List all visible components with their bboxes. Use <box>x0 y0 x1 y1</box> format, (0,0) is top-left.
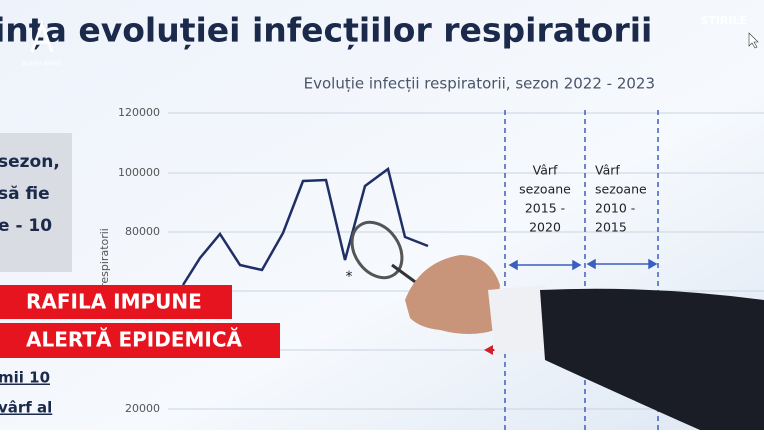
y-tick-label: 80000 <box>125 225 160 238</box>
annotation-line: Vârf <box>533 163 558 178</box>
panel-line: e - 10 <box>0 216 52 236</box>
slide-heading: ința evoluției infecțiilor respiratorii <box>0 11 652 50</box>
panel-line: să fie <box>0 184 50 204</box>
cuff <box>488 285 548 355</box>
annotation-line: Vârf <box>595 163 620 178</box>
annotation-line: 2020 <box>529 220 561 235</box>
panel-line: sezon, <box>0 152 60 172</box>
left-lower-text: mii 10 vârf al <box>0 369 52 417</box>
sleeve <box>540 288 764 430</box>
y-tick-label: 120000 <box>118 106 160 119</box>
logo-mark <box>30 19 54 53</box>
chart-title: Evoluție infecții respiratorii, sezon 20… <box>304 75 655 93</box>
logo-text: ALEPH NEWS <box>22 61 61 68</box>
banner-box <box>0 285 232 319</box>
hand <box>405 255 500 334</box>
banner-box <box>0 323 280 358</box>
annotation-line: 2015 - <box>525 201 565 216</box>
left-panel-text: sezon, să fie e - 10 <box>0 152 60 236</box>
banner-line: ALERTĂ EPIDEMICĂ <box>26 328 243 352</box>
banner-line: RAFILA IMPUNE <box>26 290 202 314</box>
section-label: STIRILE <box>700 14 747 27</box>
y-tick-label: 100000 <box>118 166 160 179</box>
y-axis-label: respiratorii <box>98 228 111 288</box>
annotation-line: sezoane <box>595 182 647 197</box>
annotation-line: sezoane <box>519 182 571 197</box>
left-panel <box>0 133 72 272</box>
y-ticks: 120000 100000 80000 20000 <box>118 106 160 415</box>
panel-line: vârf al <box>0 399 52 417</box>
annotation-line: 2015 <box>595 220 627 235</box>
panel-line: mii 10 <box>0 369 50 387</box>
arrows <box>508 258 658 271</box>
y-tick-label: 20000 <box>125 402 160 415</box>
marker: * <box>346 269 353 285</box>
annotation-line: 2010 - <box>595 201 635 216</box>
annotation: Vârf sezoane 2015 - 2020 Vârf sezoane 20… <box>519 163 647 235</box>
line <box>181 166 429 286</box>
cursor <box>748 32 759 49</box>
